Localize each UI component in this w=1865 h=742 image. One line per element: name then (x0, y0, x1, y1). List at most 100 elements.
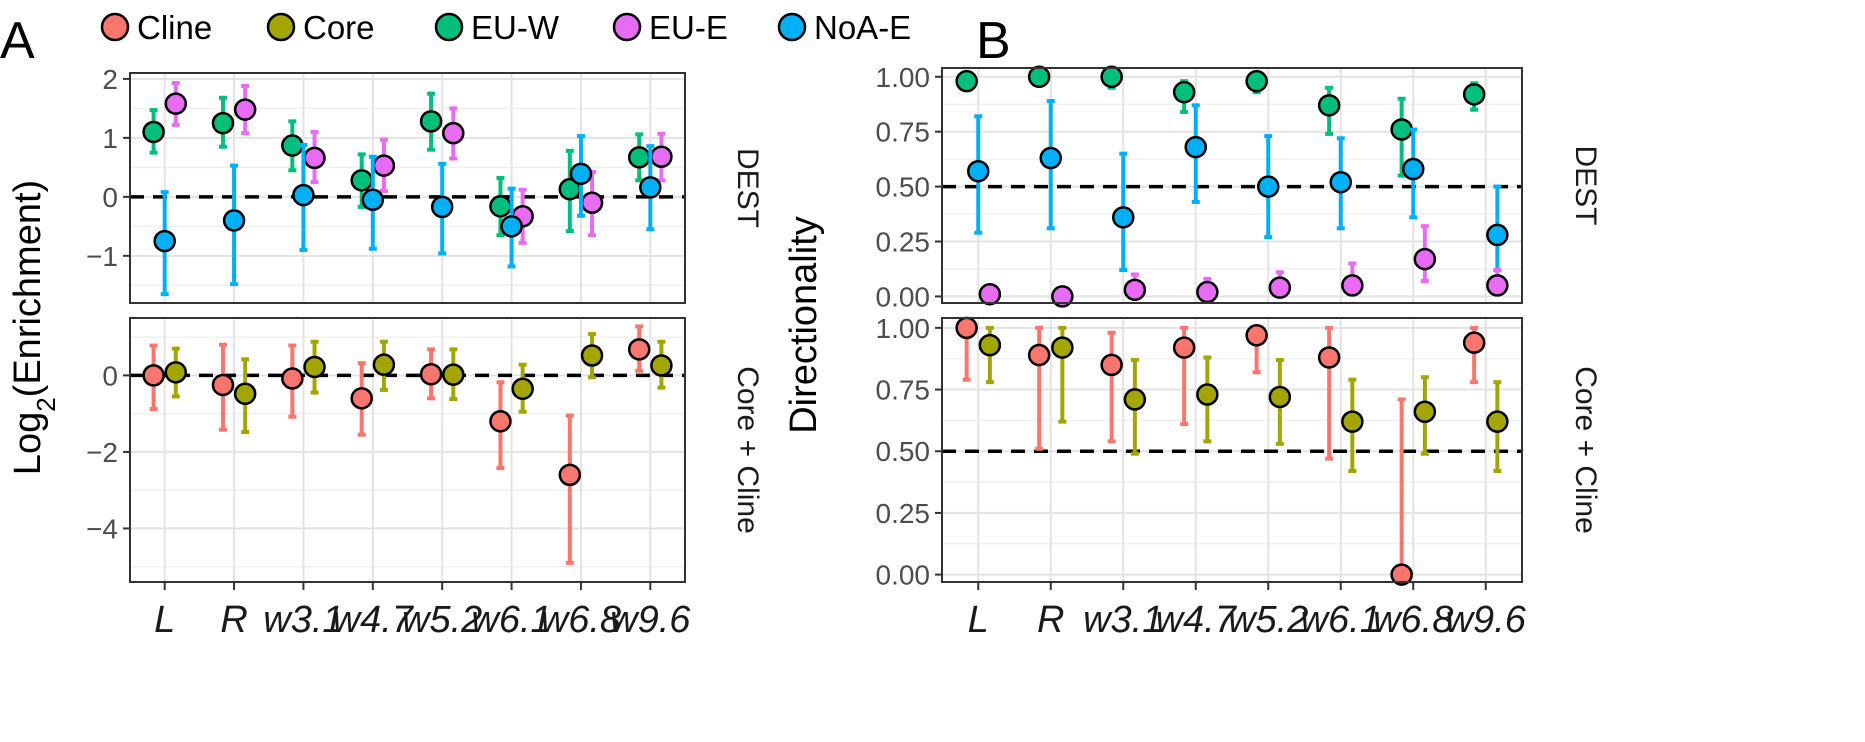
data-point (350, 387, 373, 410)
data-point (1245, 324, 1268, 347)
y-axis-title: Log2(Enrichment) (7, 180, 61, 475)
series-eu-e (978, 224, 1509, 308)
data-point (350, 169, 373, 192)
data-point (650, 145, 673, 168)
data-point (164, 361, 188, 384)
x-tick-label: w3.1 (263, 599, 343, 641)
data-point (1027, 343, 1051, 367)
data-point (1390, 118, 1413, 141)
data-point (1112, 206, 1135, 229)
y-tick-label: 1.00 (876, 62, 931, 93)
panel-border (129, 72, 686, 304)
legend-key-noa-e (777, 12, 807, 42)
facet-strip-label: DEST (1569, 145, 1602, 225)
data-point (1123, 388, 1147, 411)
data-point (281, 134, 304, 157)
x-tick-label: w4.7 (333, 599, 415, 641)
x-tick-label: w3.1 (1083, 599, 1163, 641)
y-tick-label: 0.50 (876, 436, 931, 467)
data-point (955, 316, 978, 340)
data-point (1100, 353, 1123, 377)
legend-key-eu-e (612, 12, 642, 42)
legend-key-cline (100, 12, 130, 42)
facet-strip-label: Core + Cline (1569, 366, 1602, 534)
legend-key-core (266, 12, 296, 42)
legend-label-cline: Cline (137, 9, 212, 46)
x-tick-label: w6.1 (471, 599, 551, 641)
data-point (1317, 94, 1341, 117)
data-point (233, 382, 257, 406)
data-point (233, 98, 257, 121)
x-tick-label: R (220, 599, 247, 641)
x-tick-label: L (968, 599, 989, 641)
x-tick-label: w5.2 (1228, 599, 1308, 641)
data-point (1268, 276, 1292, 299)
data-point (1413, 400, 1437, 424)
data-point (1402, 157, 1425, 181)
data-point (489, 410, 512, 433)
data-point (1317, 346, 1341, 369)
data-point (1486, 410, 1509, 433)
x-tick-label: w6.8 (541, 599, 621, 641)
data-point (569, 162, 593, 186)
y-tick-label: 0.50 (876, 172, 931, 203)
legend-label-eu-e: EU-E (649, 9, 728, 46)
x-tick-label: w6.8 (1373, 599, 1453, 641)
y-tick-label: 2 (102, 64, 118, 95)
data-point (1341, 410, 1364, 433)
data-point (1184, 135, 1207, 159)
data-point (142, 364, 165, 387)
data-point (978, 333, 1002, 357)
legend-label-eu-w: EU-W (471, 9, 560, 46)
data-point (639, 176, 662, 199)
y-tick-label: 0.00 (876, 560, 931, 591)
series-core (164, 332, 673, 435)
data-point (164, 92, 188, 115)
data-point (1462, 331, 1486, 354)
y-tick-label: −4 (86, 513, 118, 544)
y-tick-label: 0 (102, 360, 118, 391)
legend: Cline Core EU-W EU-E NoA-E (100, 9, 911, 46)
y-axis-title: Directionality (783, 216, 825, 434)
data-point (211, 111, 235, 135)
data-point (627, 338, 651, 361)
panel-border (941, 317, 1523, 583)
data-point (1196, 280, 1219, 304)
data-point (1172, 80, 1196, 104)
x-tick-label: w9.6 (1446, 599, 1527, 641)
data-point (1413, 247, 1437, 271)
data-point (955, 69, 978, 93)
data-point (1123, 278, 1147, 302)
series-noa-e (967, 98, 1509, 273)
legend-key-eu-w (434, 12, 464, 42)
y-tick-label: 1.00 (876, 313, 931, 344)
x-tick-label: w6.1 (1301, 599, 1381, 641)
panel-border (941, 67, 1523, 304)
facet-strip-label: Core + Cline (731, 366, 764, 534)
data-point (1196, 383, 1219, 406)
data-point (580, 344, 604, 367)
x-tick-label: w5.2 (402, 599, 482, 641)
data-point (361, 188, 385, 212)
data-point (303, 355, 326, 379)
data-point (967, 159, 990, 183)
data-point (1486, 223, 1509, 247)
data-point (500, 215, 523, 238)
data-point (442, 363, 465, 386)
panel-b: 1.00 0.75 0.50 0.25 0.00 DEST 1.00 0.75 0.50 0.25… (783, 62, 1602, 641)
data-point (1051, 336, 1074, 359)
facet-top: 2 1 0 −1 DEST (86, 64, 764, 304)
data-point (1245, 69, 1268, 93)
data-point (558, 463, 582, 487)
data-point (281, 367, 304, 390)
data-point (292, 183, 315, 207)
data-point (1341, 274, 1364, 297)
y-tick-label: 0.25 (876, 498, 931, 529)
data-point (1172, 336, 1196, 359)
y-axis-title-subscript: 2 (31, 397, 61, 411)
y-tick-label: 0.25 (876, 227, 931, 258)
data-point (442, 121, 465, 145)
data-point (430, 195, 454, 219)
